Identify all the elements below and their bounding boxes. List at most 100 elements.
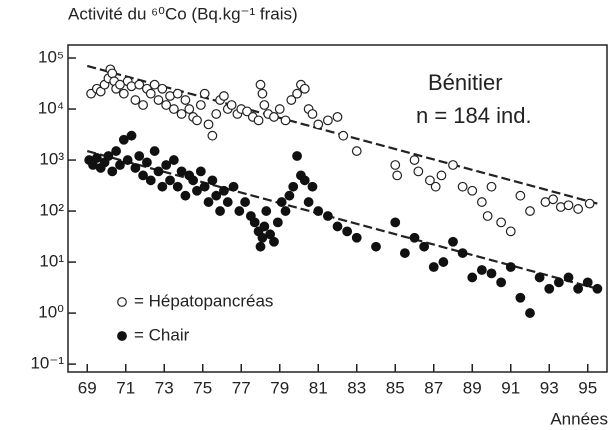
legend-marker [117, 297, 127, 307]
point [138, 100, 148, 110]
legend-label: = Hépatopancréas [134, 291, 273, 310]
x-axis-label: Années [550, 409, 608, 428]
point [153, 166, 164, 177]
point [126, 81, 137, 92]
point [390, 160, 401, 170]
point [138, 170, 148, 181]
point [548, 194, 558, 205]
point [261, 206, 272, 216]
point [322, 115, 333, 126]
point [134, 151, 145, 161]
point [165, 175, 175, 186]
point [192, 115, 202, 126]
point [253, 115, 264, 126]
point [226, 100, 237, 110]
point [249, 217, 260, 228]
point [322, 211, 333, 221]
annotation: Bénitier [428, 70, 503, 95]
point [192, 185, 202, 196]
point [413, 166, 424, 177]
point [482, 211, 493, 221]
point [286, 95, 297, 105]
point [172, 88, 183, 99]
x-tick-label: 95 [578, 378, 597, 397]
annotation: n = 184 ind. [416, 103, 532, 128]
point [544, 283, 555, 294]
point [199, 181, 210, 192]
point [145, 88, 156, 99]
point [457, 248, 468, 258]
point [292, 151, 302, 161]
point [390, 217, 401, 228]
chart-title: Activité du ⁶⁰Co (Bq.kg⁻¹ frais) [68, 4, 298, 23]
plot-frame [67, 44, 608, 373]
point [176, 109, 187, 119]
point [496, 217, 507, 228]
point [234, 206, 245, 216]
point [448, 160, 458, 170]
x-tick-label: 73 [155, 378, 174, 397]
point [573, 283, 584, 294]
point [153, 95, 164, 105]
point [342, 226, 353, 237]
y-tick-label: 10⁻¹ [30, 354, 64, 373]
point [515, 292, 526, 303]
point [288, 181, 299, 192]
point [496, 277, 507, 288]
x-tick-label: 91 [501, 378, 520, 397]
point [149, 146, 160, 156]
x-tick-label: 77 [232, 378, 251, 397]
point [240, 197, 251, 207]
point [207, 175, 218, 186]
point [257, 88, 268, 99]
point [299, 175, 310, 186]
y-tick-label: 10⁴ [38, 99, 64, 118]
point [332, 221, 343, 232]
point [438, 257, 449, 267]
point [107, 166, 118, 177]
point [199, 88, 210, 99]
point [584, 198, 595, 209]
point [307, 181, 318, 192]
point [219, 185, 229, 196]
point [168, 155, 179, 165]
point [505, 226, 516, 237]
point [142, 157, 152, 168]
point [280, 115, 291, 126]
point [180, 190, 191, 201]
x-tick-label: 93 [540, 378, 559, 397]
point [563, 272, 574, 283]
point [122, 155, 133, 165]
point [573, 204, 584, 214]
x-tick-label: 89 [463, 378, 482, 397]
y-tick-label: 10³ [39, 150, 64, 169]
point [486, 181, 497, 192]
point [457, 181, 468, 192]
point [303, 197, 314, 207]
point [476, 197, 487, 207]
point [259, 221, 270, 232]
point [505, 262, 516, 272]
point [299, 83, 310, 94]
x-tick-label: 71 [116, 378, 135, 397]
point [222, 197, 233, 207]
point [292, 88, 302, 99]
point [161, 160, 172, 170]
point [188, 175, 199, 186]
point [307, 109, 318, 119]
point [130, 163, 141, 173]
point [563, 200, 574, 211]
point [276, 197, 287, 207]
point [392, 170, 403, 181]
point [176, 166, 187, 177]
point [280, 206, 291, 216]
x-tick-label: 87 [424, 378, 443, 397]
point [195, 166, 206, 177]
point [592, 283, 603, 294]
point [436, 170, 447, 181]
point [211, 190, 222, 201]
point [161, 100, 172, 110]
point [553, 277, 564, 288]
point [515, 190, 526, 201]
